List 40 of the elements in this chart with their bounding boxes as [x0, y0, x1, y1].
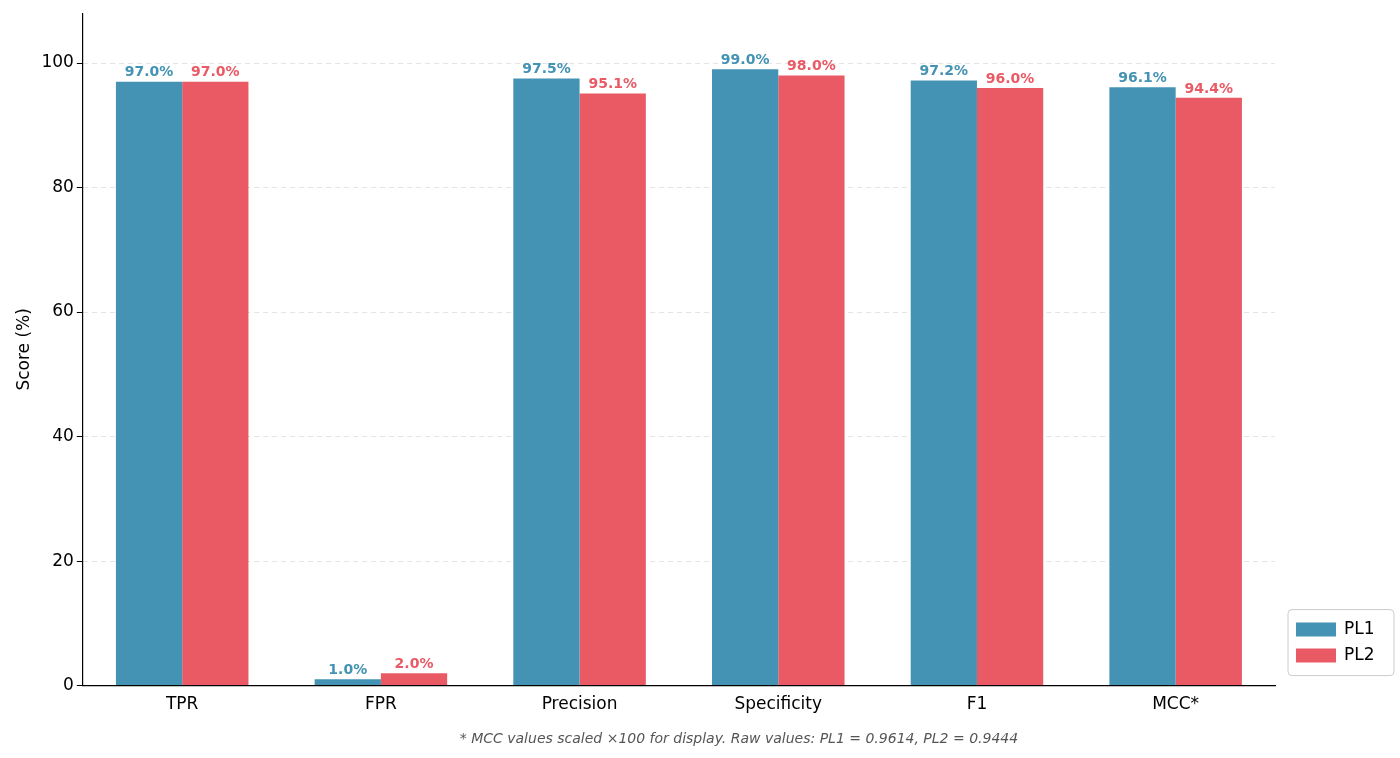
y-tick-label: 40 — [52, 424, 74, 445]
bar — [579, 93, 646, 686]
bar — [380, 673, 448, 686]
x-tick-label: FPR — [364, 693, 397, 714]
data-label: 96.0% — [985, 69, 1035, 86]
y-tick-label: 80 — [52, 175, 74, 196]
bar — [1109, 87, 1176, 686]
bar — [910, 80, 977, 686]
bar — [182, 81, 249, 686]
legend-label: PL2 — [1344, 644, 1375, 665]
data-label: 95.1% — [588, 75, 637, 92]
data-label: 97.0% — [191, 63, 240, 80]
data-label: 97.5% — [522, 60, 571, 77]
bar — [513, 78, 580, 686]
text: * MCC values scaled ×100 for display. Raw values: PL1 = 0.9614, PL2 = 0.9444 — [459, 730, 1019, 746]
data-label: 96.1% — [1118, 68, 1167, 85]
y-axis-title: Score (%) — [12, 308, 33, 391]
data-label: 97.0% — [124, 63, 174, 80]
data-label: 99.0% — [720, 50, 770, 67]
y-tick-label: 20 — [52, 549, 74, 570]
x-tick-label: TPR — [164, 693, 199, 714]
data-label: 1.0% — [328, 661, 368, 678]
x-tick-label: F1 — [966, 693, 988, 714]
data-label: 98.0% — [787, 57, 836, 74]
legend-label: PL1 — [1344, 618, 1375, 639]
bar — [712, 69, 779, 686]
data-label: 94.4% — [1184, 79, 1234, 96]
bar — [314, 679, 381, 686]
x-tick-label: Precision — [541, 693, 618, 714]
bar — [1175, 97, 1242, 686]
bar — [976, 87, 1044, 686]
bar — [778, 75, 845, 686]
y-tick-label: 100 — [41, 51, 74, 72]
y-tick-label: 60 — [52, 300, 74, 321]
x-tick-label: MCC* — [1152, 693, 1200, 714]
data-label: 97.2% — [919, 62, 969, 79]
y-tick-label: 0 — [63, 674, 74, 695]
bar — [115, 81, 183, 686]
x-tick-label: Specificity — [734, 693, 823, 714]
data-label: 2.0% — [394, 654, 434, 671]
